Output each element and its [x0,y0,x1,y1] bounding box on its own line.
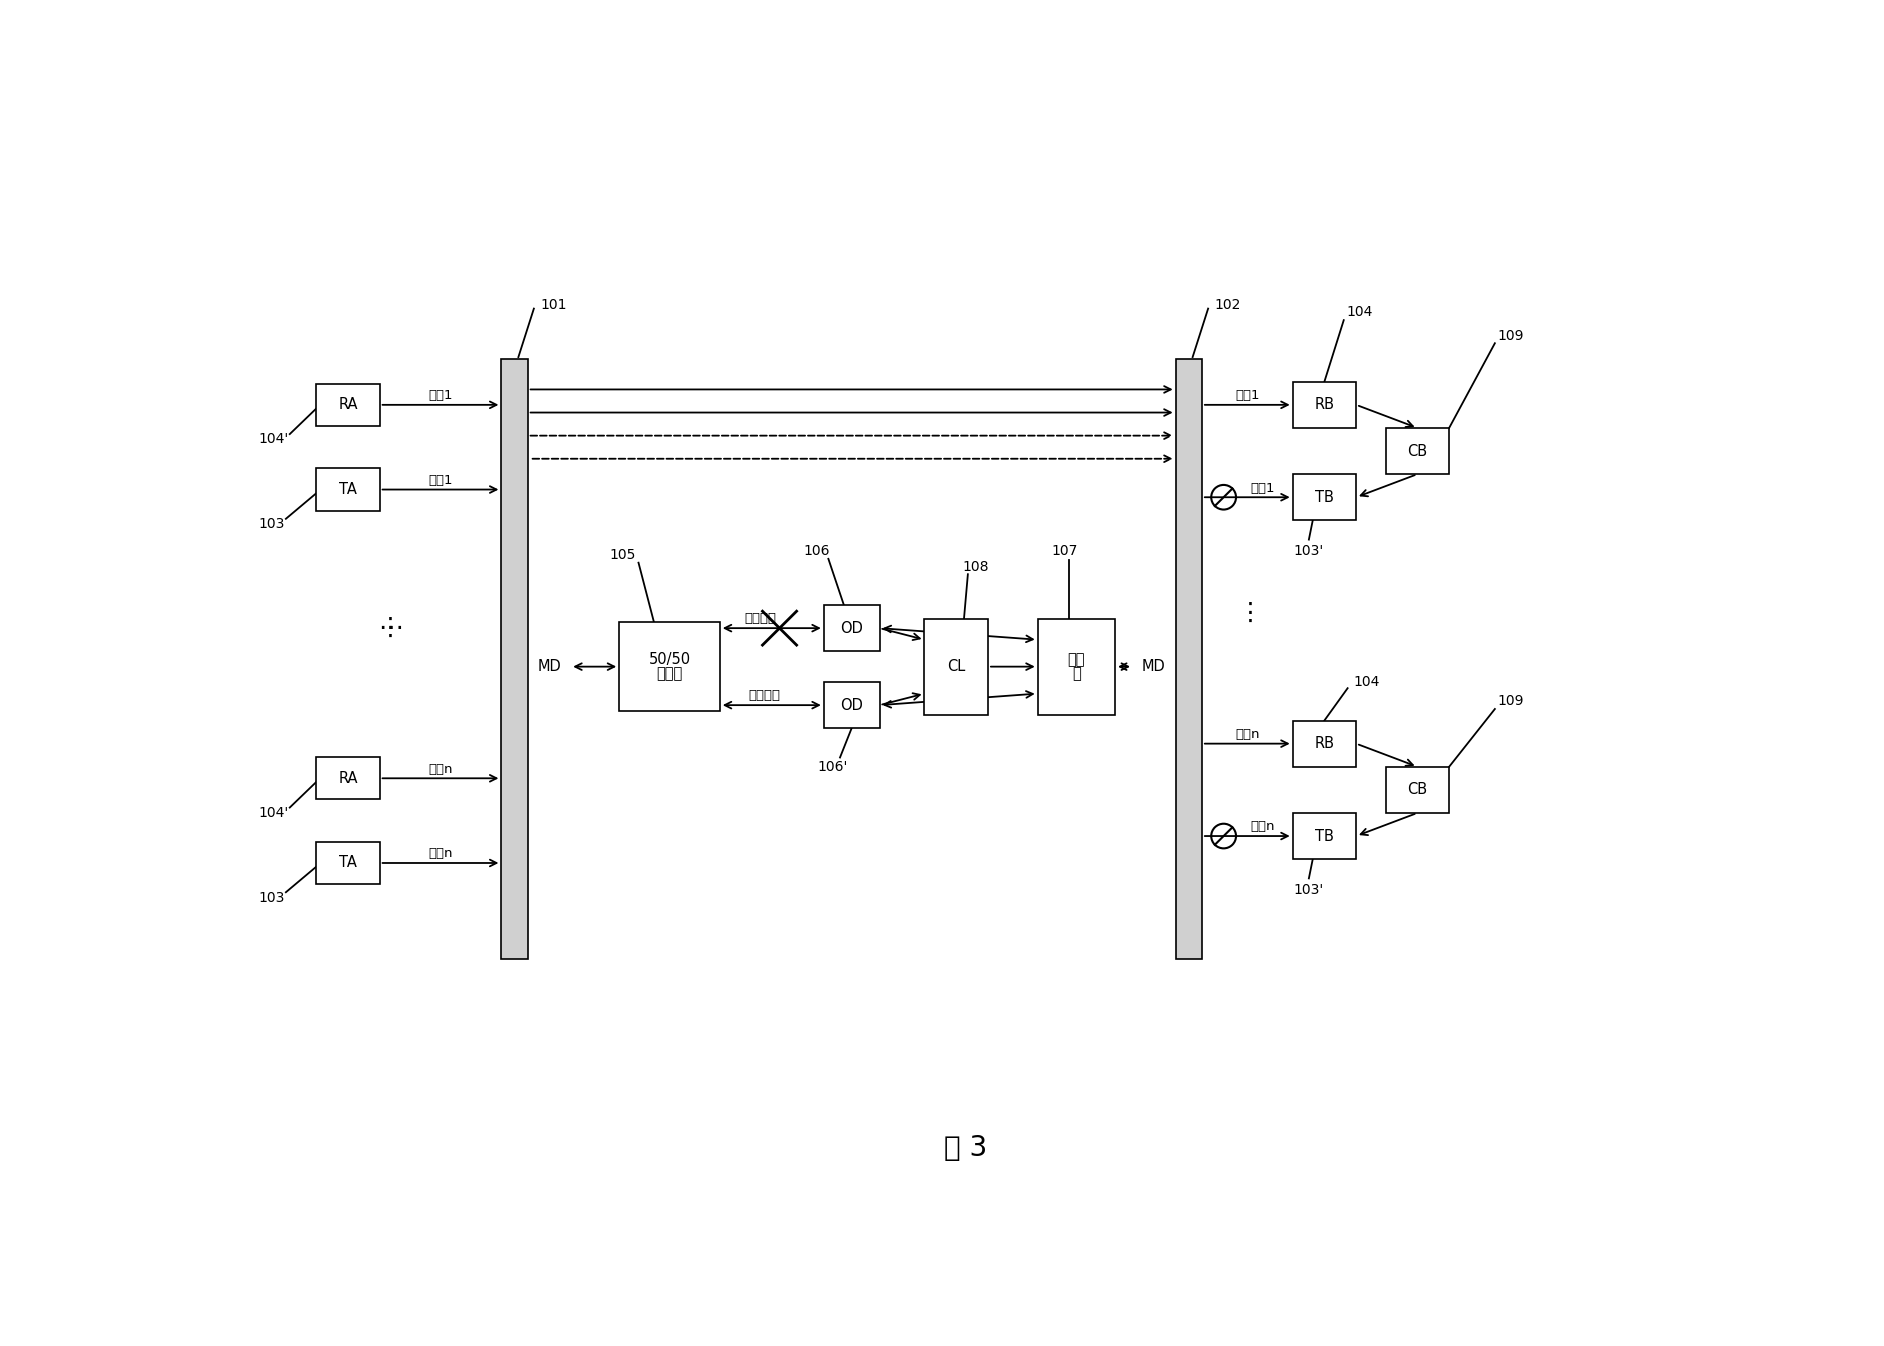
Text: CB: CB [1407,444,1428,459]
Text: 104: 104 [1355,676,1381,689]
Text: 101: 101 [541,297,567,312]
Text: 103': 103' [1294,883,1324,896]
Text: 分光器: 分光器 [656,666,682,681]
Text: TA: TA [339,482,356,497]
Text: 波长1: 波长1 [1251,482,1275,494]
Text: 波长n: 波长n [1251,820,1275,833]
Text: 波长n: 波长n [428,763,452,775]
Text: RB: RB [1315,397,1334,412]
FancyBboxPatch shape [501,358,528,960]
Text: 105: 105 [610,548,637,563]
FancyBboxPatch shape [1385,428,1449,474]
Text: 109: 109 [1498,328,1524,342]
Text: 109: 109 [1498,695,1524,708]
Text: RB: RB [1315,736,1334,751]
Text: 波长n: 波长n [428,847,452,860]
FancyBboxPatch shape [1292,720,1356,767]
Text: MD: MD [537,660,561,674]
FancyBboxPatch shape [317,468,381,510]
Text: 波长1: 波长1 [1236,389,1260,402]
FancyBboxPatch shape [823,682,880,728]
FancyBboxPatch shape [1292,474,1356,521]
Text: 波长1: 波长1 [428,389,452,402]
Text: 102: 102 [1215,297,1242,312]
Text: 106': 106' [818,759,848,774]
Text: 103': 103' [1294,544,1324,559]
FancyBboxPatch shape [1385,767,1449,813]
Text: 103: 103 [258,517,284,532]
FancyBboxPatch shape [317,756,381,800]
Text: 108: 108 [963,560,989,573]
Text: OD: OD [840,621,863,635]
Text: RA: RA [337,771,358,786]
Text: OD: OD [840,697,863,712]
Text: 104': 104' [258,432,288,447]
Text: 图 3: 图 3 [944,1133,987,1162]
Text: 106: 106 [803,544,831,559]
Text: 波长1: 波长1 [428,474,452,487]
Text: TB: TB [1315,829,1334,844]
Text: TA: TA [339,856,356,871]
FancyBboxPatch shape [1038,619,1115,715]
Text: TB: TB [1315,490,1334,505]
Text: 波长n: 波长n [1236,728,1260,740]
Text: 104: 104 [1345,306,1372,319]
Text: ⋮: ⋮ [1238,600,1264,625]
Text: CB: CB [1407,782,1428,797]
FancyBboxPatch shape [1176,358,1202,960]
FancyBboxPatch shape [925,619,987,715]
Text: 保护线路: 保护线路 [748,689,780,701]
Text: ⋮: ⋮ [379,616,403,641]
FancyBboxPatch shape [620,622,720,711]
Text: RA: RA [337,397,358,412]
Text: MD: MD [1142,660,1166,674]
Text: 光开: 光开 [1068,651,1085,666]
FancyBboxPatch shape [823,606,880,651]
Text: 50/50: 50/50 [648,651,691,666]
Text: 工作线路: 工作线路 [744,611,776,625]
Text: 107: 107 [1051,544,1078,559]
Text: ⋯: ⋯ [379,616,403,641]
Text: 104': 104' [258,806,288,820]
FancyBboxPatch shape [317,384,381,427]
Text: 103: 103 [258,891,284,905]
FancyBboxPatch shape [1292,813,1356,859]
FancyBboxPatch shape [1292,382,1356,428]
Text: 关: 关 [1072,666,1081,681]
Text: CL: CL [948,660,965,674]
FancyBboxPatch shape [317,841,381,884]
